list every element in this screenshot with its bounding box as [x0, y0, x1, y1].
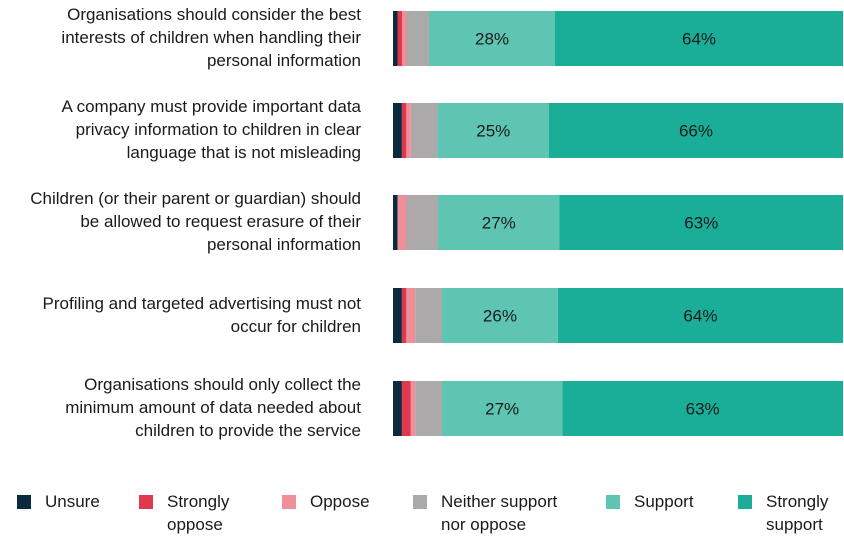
legend-label: Strongly support: [766, 490, 828, 536]
category-label-line: Profiling and targeted advertising must …: [42, 293, 361, 313]
legend-label-line: Unsure: [45, 492, 100, 511]
legend-label-line: Oppose: [310, 492, 370, 511]
bar-segment: [410, 381, 416, 436]
bar-segment: [442, 381, 563, 436]
bar-segment: [406, 11, 429, 66]
bar-segment: [393, 103, 402, 158]
bar-segment: [438, 195, 560, 250]
bar-segment: [393, 195, 398, 250]
legend-label-line: Support: [634, 492, 694, 511]
legend-label-line: Neither support: [441, 492, 558, 511]
legend-swatch: [606, 495, 620, 509]
bar-segment: [437, 103, 549, 158]
bar-segment: [410, 103, 438, 158]
category-label: Profiling and targeted advertising must …: [0, 292, 361, 338]
stacked-bar-chart: 28% 64% 25% 66% 27% 63% 26% 64% 27% 63%: [393, 11, 843, 436]
legend-label-line: Strongly: [766, 492, 829, 511]
bar-segment: [555, 11, 843, 66]
bar-segment: [429, 11, 555, 66]
legend-item: Strongly oppose: [139, 490, 229, 536]
bar-segment: [406, 288, 416, 343]
legend-label-line: nor oppose: [441, 515, 527, 534]
data-label: 64%: [682, 30, 716, 49]
category-label-line: personal information: [206, 235, 361, 254]
bar-segment: [402, 11, 407, 66]
legend-item: Neither support nor oppose: [413, 490, 557, 536]
legend-item: Unsure: [17, 490, 100, 513]
legend-label: Unsure: [45, 490, 100, 513]
bar-segment: [397, 195, 407, 250]
bar-segment: [401, 288, 407, 343]
bar-segment: [401, 381, 411, 436]
bar-segment: [397, 11, 402, 66]
bar-segment: [393, 11, 398, 66]
legend: Unsure Strongly oppose Oppose Neither suppor…: [0, 490, 844, 540]
bar-segment: [557, 288, 843, 343]
data-label: 27%: [485, 400, 519, 419]
data-label: 26%: [483, 307, 517, 326]
bar-segment: [442, 288, 558, 343]
category-label: Organisations should only collect the min…: [0, 373, 361, 442]
category-label-line: occur for children: [230, 316, 361, 336]
data-label: 27%: [482, 214, 516, 233]
data-label: 66%: [679, 122, 713, 141]
legend-swatch: [282, 495, 296, 509]
data-label: 28%: [475, 30, 509, 49]
category-label-line: language that is not misleading: [126, 143, 361, 162]
bar-segment: [393, 288, 402, 343]
category-label-line: privacy information to children in clear: [75, 120, 361, 139]
legend-swatch: [17, 495, 31, 509]
bar-segment: [562, 381, 843, 436]
legend-item: Support: [606, 490, 694, 513]
category-label-line: personal information: [206, 51, 361, 70]
legend-swatch: [413, 495, 427, 509]
data-label: 63%: [684, 214, 718, 233]
legend-label-line: Strongly: [167, 492, 230, 511]
legend-label-line: support: [766, 515, 823, 534]
category-label-line: children to provide the service: [135, 421, 361, 440]
legend-label-line: oppose: [167, 515, 223, 534]
bar-segment: [559, 195, 843, 250]
bar-segment: [401, 103, 407, 158]
data-label: 63%: [686, 400, 720, 419]
category-label-line: interests of children when handling thei…: [61, 28, 361, 47]
legend-swatch: [738, 495, 752, 509]
legend-label: Oppose: [310, 490, 370, 513]
legend-swatch: [139, 495, 153, 509]
legend-item: Oppose: [282, 490, 370, 513]
category-label-line: Organisations should only collect the: [84, 375, 361, 394]
data-label: 64%: [683, 307, 717, 326]
category-label-line: Organisations should consider the best: [67, 5, 361, 24]
legend-label: Support: [634, 490, 694, 513]
category-label-line: Children (or their parent or guardian) s…: [30, 189, 361, 208]
data-label: 25%: [476, 122, 510, 141]
bar-segment: [393, 381, 402, 436]
legend-label: Strongly oppose: [167, 490, 229, 536]
bar-segment: [415, 381, 443, 436]
legend-item: Strongly support: [738, 490, 828, 536]
category-label-line: be allowed to request erasure of their: [80, 212, 361, 231]
category-label: Children (or their parent or guardian) s…: [0, 187, 361, 256]
bar-segment: [406, 103, 411, 158]
category-label: Organisations should consider the best in…: [0, 3, 361, 72]
bar-segment: [406, 195, 438, 250]
category-label-line: A company must provide important data: [61, 97, 361, 116]
category-label: A company must provide important data pri…: [0, 95, 361, 164]
category-label-line: minimum amount of data needed about: [65, 398, 361, 417]
legend-label: Neither support nor oppose: [441, 490, 557, 536]
bar-segment: [548, 103, 843, 158]
bar-segment: [415, 288, 443, 343]
